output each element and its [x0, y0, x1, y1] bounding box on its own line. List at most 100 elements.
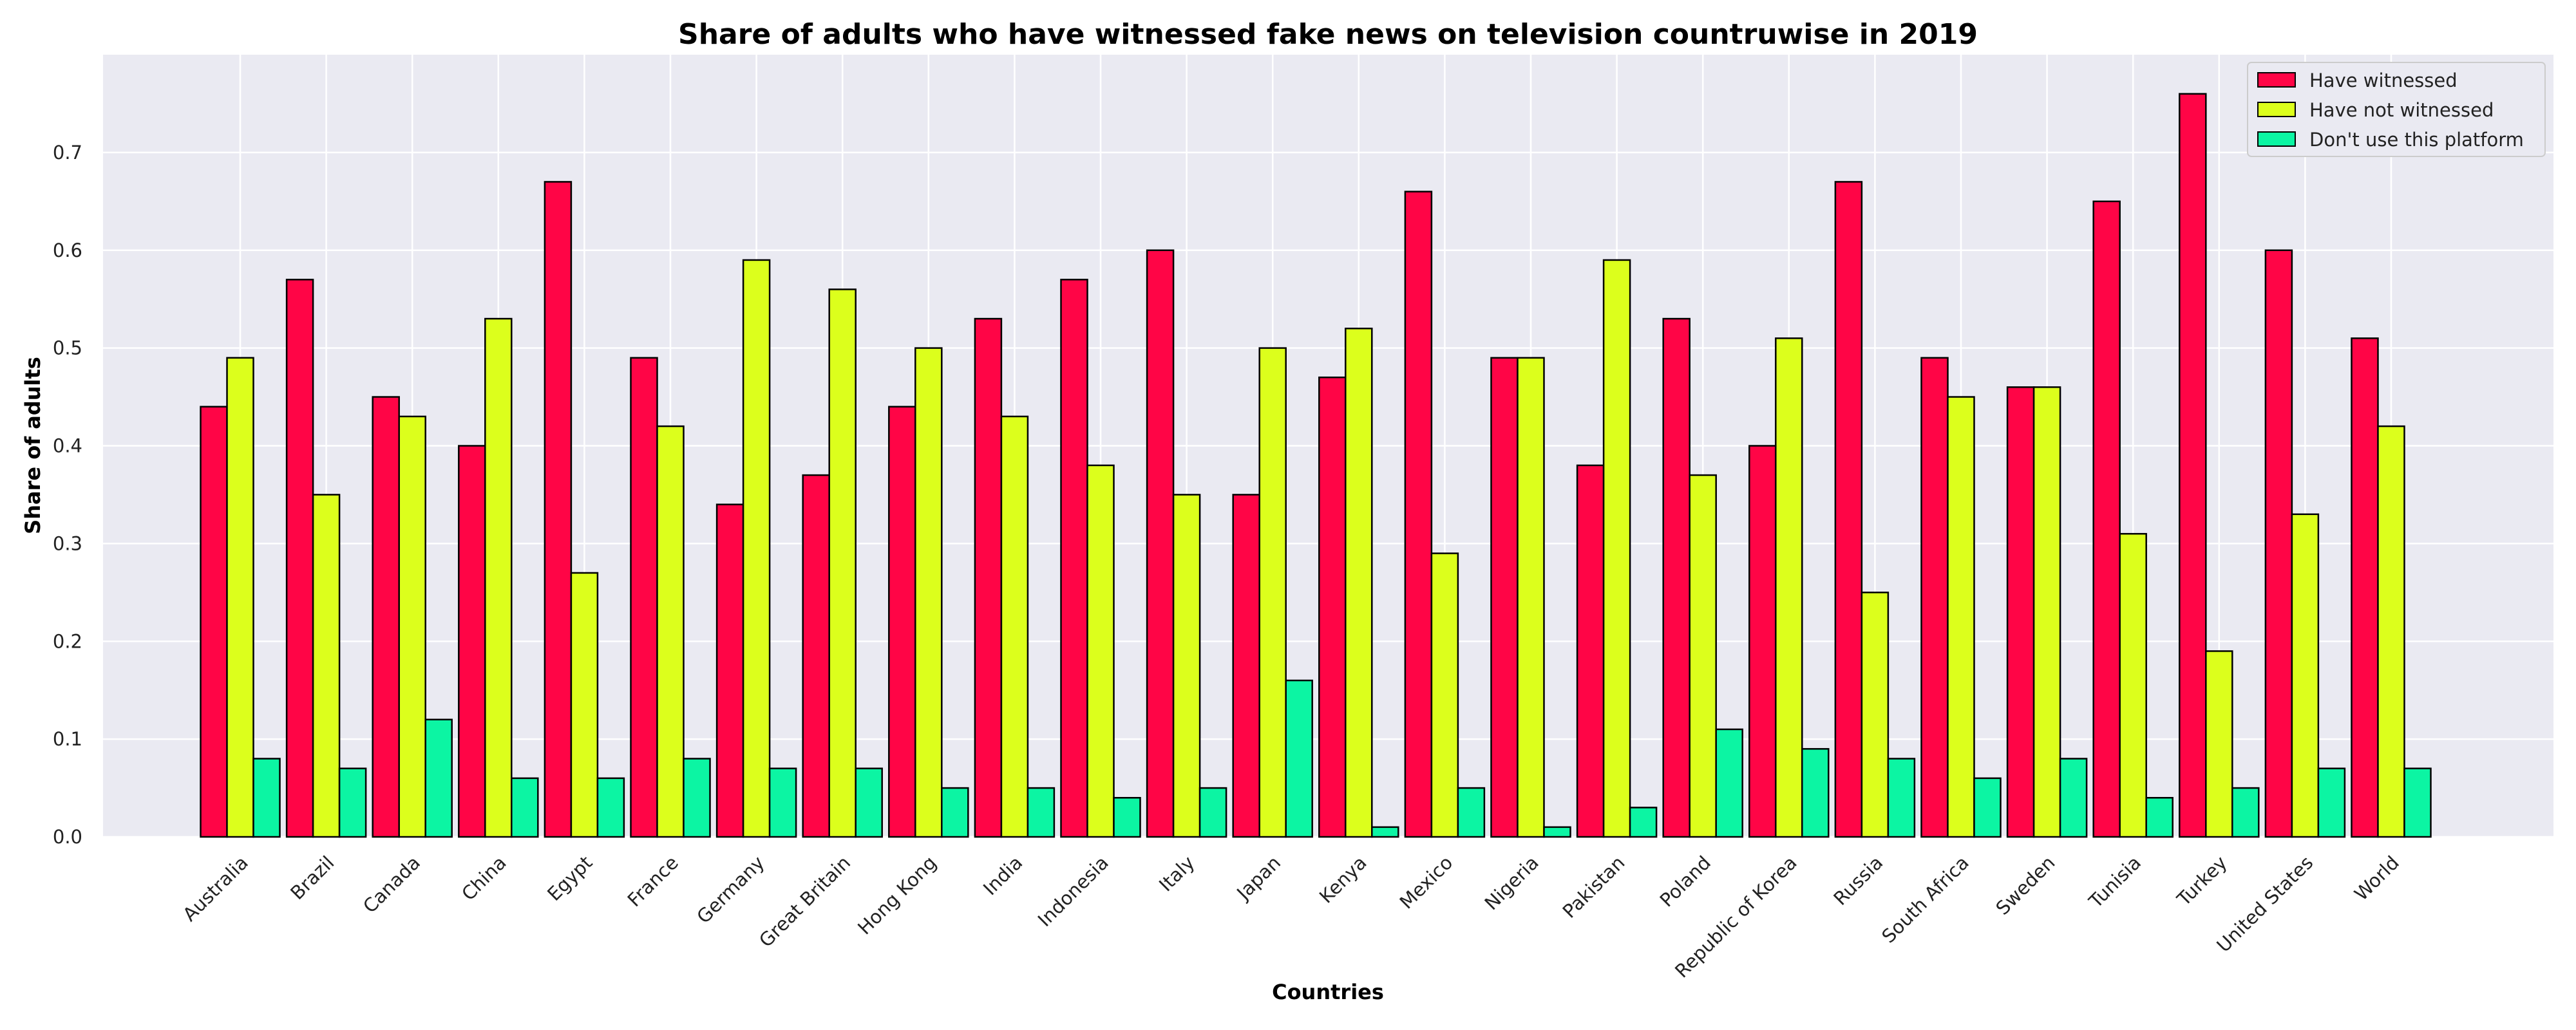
bar-0-19 — [1834, 181, 1863, 838]
bar-2-13 — [1371, 826, 1399, 838]
bar-2-2 — [424, 718, 453, 838]
x-tick-label: Kenya — [1315, 852, 1371, 908]
bar-1-20 — [1947, 396, 1975, 838]
bar-2-6 — [768, 767, 797, 838]
legend-label-1: Have not witnessed — [2309, 99, 2494, 121]
x-tick-label: South Africa — [1877, 852, 1973, 948]
bar-2-8 — [941, 787, 969, 838]
x-axis-ticks: Australia Brazil Canada China Egypt France Ger… — [178, 852, 2403, 982]
x-tick-label: Mexico — [1396, 852, 1457, 913]
bar-1-25 — [2377, 425, 2405, 838]
x-tick-label: Canada — [359, 852, 424, 917]
x-tick-label: Italy — [1155, 852, 1199, 896]
y-axis-ticks: 0.0 0.1 0.2 0.3 0.4 0.5 0.6 0.7 — [53, 142, 82, 848]
bar-0-9 — [974, 317, 1003, 838]
bar-1-9 — [1000, 415, 1029, 838]
bar-1-22 — [2119, 532, 2147, 838]
bar-1-17 — [1689, 474, 1717, 838]
bar-1-21 — [2032, 386, 2061, 838]
x-tick-label: Australia — [178, 852, 252, 926]
bar-2-22 — [2145, 797, 2174, 838]
bar-0-8 — [888, 406, 916, 838]
bar-0-12 — [1232, 494, 1260, 838]
y-tick-label: 0.1 — [53, 728, 82, 750]
bar-2-17 — [1715, 728, 1743, 838]
y-tick-label: 0.5 — [53, 337, 82, 359]
bar-1-6 — [742, 259, 771, 838]
x-tick-label: China — [457, 852, 511, 905]
bar-2-9 — [1027, 787, 1056, 838]
bar-1-5 — [656, 425, 685, 838]
bar-1-24 — [2291, 513, 2320, 838]
legend-label-2: Don't use this platform — [2309, 129, 2524, 151]
bar-0-16 — [1576, 464, 1605, 838]
bar-1-0 — [226, 357, 254, 838]
bar-2-25 — [2403, 767, 2432, 838]
bar-1-11 — [1172, 494, 1201, 838]
legend: Have witnessed Have not witnessed Don't us… — [2247, 62, 2546, 157]
legend-label-0: Have witnessed — [2309, 70, 2458, 91]
bar-2-3 — [511, 777, 539, 838]
x-axis-label: Countries — [1272, 980, 1384, 1004]
bar-0-24 — [2264, 249, 2293, 838]
bar-1-7 — [828, 288, 857, 838]
bar-2-7 — [855, 767, 883, 838]
bar-1-12 — [1258, 347, 1287, 838]
bar-1-2 — [398, 415, 426, 838]
x-tick-label: Pakistan — [1558, 852, 1629, 922]
bar-1-18 — [1775, 337, 1803, 838]
y-tick-label: 0.3 — [53, 532, 82, 554]
bar-0-5 — [630, 357, 658, 838]
y-tick-label: 0.6 — [53, 239, 82, 261]
bar-2-16 — [1629, 807, 1658, 838]
bar-1-16 — [1602, 259, 1631, 838]
bar-2-10 — [1113, 797, 1141, 838]
y-axis-label: Share of adults — [21, 357, 45, 534]
bar-2-14 — [1457, 787, 1486, 838]
bar-1-15 — [1517, 357, 1545, 838]
bar-0-6 — [715, 503, 744, 838]
bar-0-21 — [2006, 386, 2035, 838]
x-tick-label: Nigeria — [1481, 852, 1543, 914]
bar-0-23 — [2179, 93, 2207, 838]
bar-1-1 — [312, 494, 341, 838]
x-tick-label: Tunisia — [2084, 852, 2145, 913]
bar-0-13 — [1318, 376, 1347, 838]
bar-1-4 — [570, 572, 599, 838]
bar-0-25 — [2351, 337, 2379, 838]
bar-2-0 — [252, 758, 281, 838]
bar-1-3 — [484, 317, 513, 838]
bar-2-15 — [1543, 826, 1571, 838]
bar-2-18 — [1801, 748, 1830, 838]
bar-0-4 — [544, 181, 573, 838]
x-tick-label: Turkey — [2172, 852, 2231, 910]
y-tick-label: 0.2 — [53, 630, 82, 652]
x-tick-label: Russia — [1829, 852, 1887, 910]
bar-0-1 — [285, 279, 314, 838]
bar-2-23 — [2231, 787, 2260, 838]
x-tick-label: Indonesia — [1034, 852, 1113, 931]
bar-2-1 — [338, 767, 367, 838]
x-tick-label: France — [623, 852, 683, 911]
x-tick-label: Egypt — [543, 852, 596, 905]
bar-1-14 — [1430, 552, 1459, 838]
bar-0-15 — [1490, 357, 1519, 838]
x-tick-label: Japan — [1231, 852, 1285, 905]
legend-swatch-0 — [2257, 72, 2296, 88]
y-tick-label: 0.7 — [53, 142, 82, 164]
bar-1-23 — [2205, 650, 2233, 838]
bar-1-8 — [914, 347, 943, 838]
bar-1-10 — [1086, 464, 1115, 838]
bar-1-19 — [1861, 592, 1889, 838]
bar-0-18 — [1748, 445, 1777, 838]
x-tick-label: World — [2350, 852, 2403, 905]
bar-0-17 — [1662, 317, 1690, 838]
bar-0-2 — [372, 396, 400, 838]
bar-2-24 — [2317, 767, 2346, 838]
x-tick-label: Hong Kong — [853, 852, 941, 939]
bar-0-0 — [200, 406, 228, 838]
legend-swatch-2 — [2257, 131, 2296, 147]
chart-title: Share of adults who have witnessed fake … — [678, 18, 1978, 51]
bar-0-10 — [1060, 279, 1088, 838]
